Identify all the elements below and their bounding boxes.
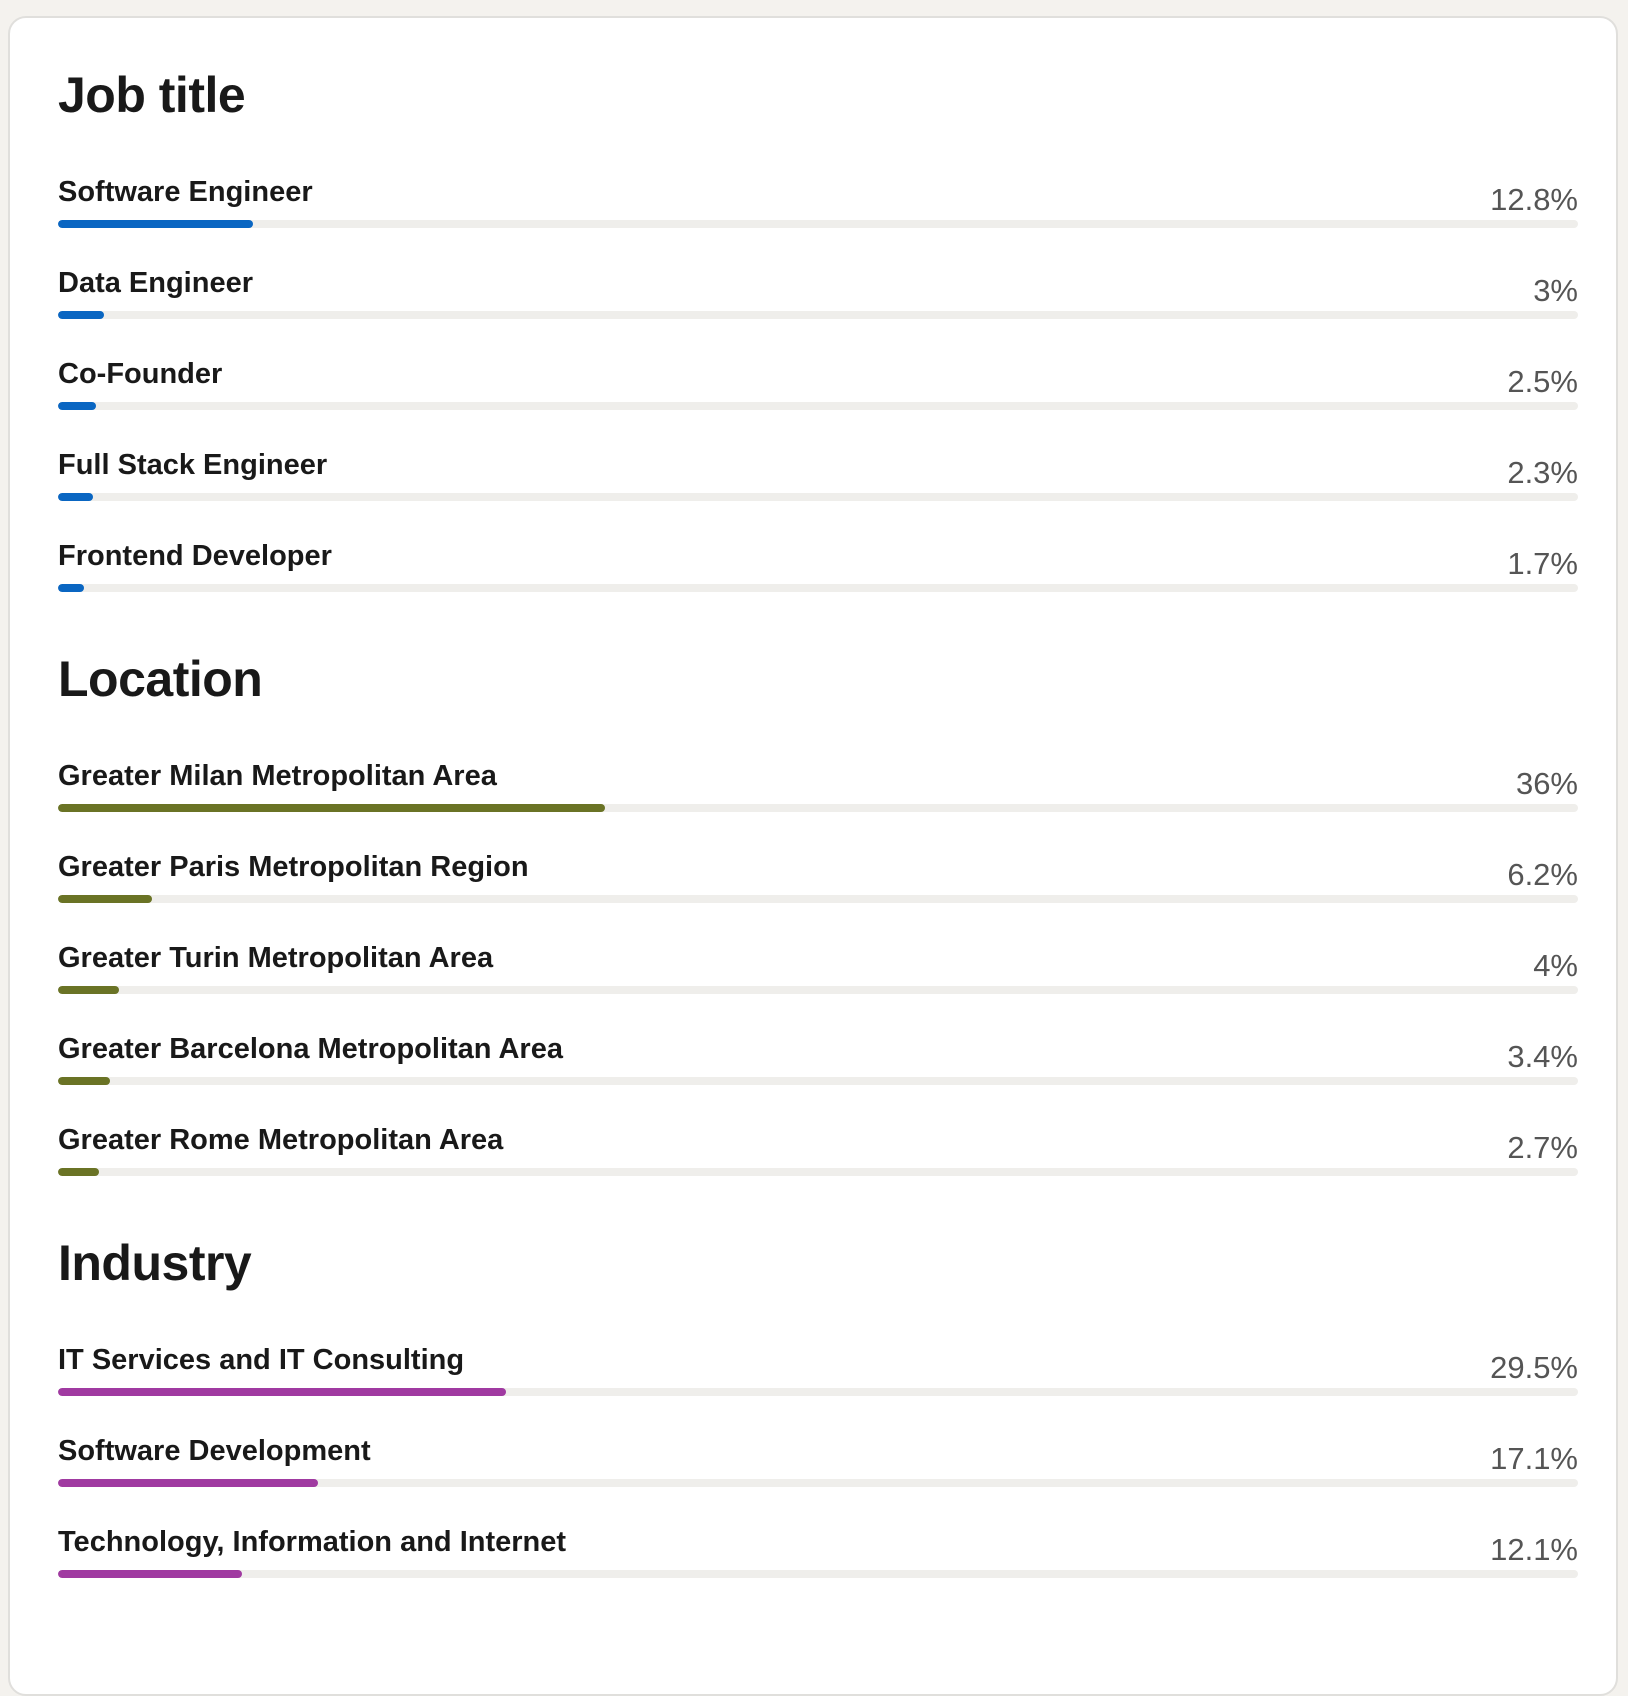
progress-fill <box>58 1388 507 1396</box>
item-label: Software Engineer <box>58 176 313 208</box>
item-label: Greater Rome Metropolitan Area <box>58 1124 504 1156</box>
item-label: Greater Turin Metropolitan Area <box>58 942 494 974</box>
list-item: Frontend Developer 1.7% <box>58 532 1578 623</box>
progress-fill <box>58 986 119 994</box>
item-label: Technology, Information and Internet <box>58 1526 567 1558</box>
item-value: 1.7% <box>1507 546 1578 581</box>
item-value: 3.4% <box>1507 1039 1578 1074</box>
item-value: 3% <box>1533 273 1578 308</box>
progress-fill <box>58 1077 110 1085</box>
item-value: 2.5% <box>1507 364 1578 399</box>
item-value: 12.8% <box>1490 182 1578 217</box>
item-label: Greater Paris Metropolitan Region <box>58 851 529 883</box>
item-value: 17.1% <box>1490 1441 1578 1476</box>
list-item: Full Stack Engineer 2.3% <box>58 441 1578 532</box>
item-label: Software Development <box>58 1435 371 1467</box>
progress-fill <box>58 1479 318 1487</box>
progress-track <box>58 402 1578 410</box>
progress-track <box>58 584 1578 592</box>
progress-fill <box>58 1168 100 1176</box>
progress-fill <box>58 895 153 903</box>
item-value: 12.1% <box>1490 1532 1578 1567</box>
section-job-title: Job title Software Engineer 12.8% Data E… <box>58 70 1578 623</box>
list-item: Greater Barcelona Metropolitan Area 3.4% <box>58 1025 1578 1116</box>
progress-track <box>58 1388 1578 1396</box>
item-label: IT Services and IT Consulting <box>58 1344 465 1376</box>
section-title: Job title <box>58 67 246 123</box>
progress-track <box>58 1168 1578 1176</box>
progress-track <box>58 220 1578 228</box>
item-label: Data Engineer <box>58 267 253 299</box>
list-item: Greater Paris Metropolitan Region 6.2% <box>58 843 1578 934</box>
progress-fill <box>58 804 606 812</box>
section-location: Location Greater Milan Metropolitan Area… <box>58 654 1578 1207</box>
item-label: Co-Founder <box>58 358 223 390</box>
list-item: Greater Rome Metropolitan Area 2.7% <box>58 1116 1578 1207</box>
list-item: Technology, Information and Internet 12.… <box>58 1518 1578 1609</box>
item-value: 29.5% <box>1490 1350 1578 1385</box>
item-label: Greater Barcelona Metropolitan Area <box>58 1033 563 1065</box>
progress-fill <box>58 402 96 410</box>
list-item: Data Engineer 3% <box>58 259 1578 350</box>
item-label: Frontend Developer <box>58 540 332 572</box>
progress-fill <box>58 584 84 592</box>
section-title: Location <box>58 651 263 707</box>
progress-track <box>58 1077 1578 1085</box>
list-item: Greater Milan Metropolitan Area 36% <box>58 752 1578 843</box>
item-value: 4% <box>1533 948 1578 983</box>
progress-fill <box>58 493 93 501</box>
insights-card: Job title Software Engineer 12.8% Data E… <box>8 16 1618 1696</box>
progress-track <box>58 804 1578 812</box>
progress-fill <box>58 311 104 319</box>
progress-track <box>58 1570 1578 1578</box>
item-value: 36% <box>1515 766 1578 801</box>
list-item: Software Engineer 12.8% <box>58 168 1578 259</box>
item-label: Full Stack Engineer <box>58 449 328 481</box>
progress-track <box>58 895 1578 903</box>
list-item: Software Development 17.1% <box>58 1427 1578 1518</box>
progress-track <box>58 311 1578 319</box>
progress-track <box>58 493 1578 501</box>
list-item: IT Services and IT Consulting 29.5% <box>58 1336 1578 1427</box>
item-value: 6.2% <box>1507 857 1578 892</box>
item-label: Greater Milan Metropolitan Area <box>58 760 497 792</box>
item-value: 2.7% <box>1507 1130 1578 1165</box>
section-industry: Industry IT Services and IT Consulting 2… <box>58 1238 1578 1609</box>
progress-fill <box>58 1570 242 1578</box>
list-item: Co-Founder 2.5% <box>58 350 1578 441</box>
progress-fill <box>58 220 253 228</box>
section-title: Industry <box>58 1235 252 1291</box>
progress-track <box>58 1479 1578 1487</box>
list-item: Greater Turin Metropolitan Area 4% <box>58 934 1578 1025</box>
item-value: 2.3% <box>1507 455 1578 490</box>
progress-track <box>58 986 1578 994</box>
